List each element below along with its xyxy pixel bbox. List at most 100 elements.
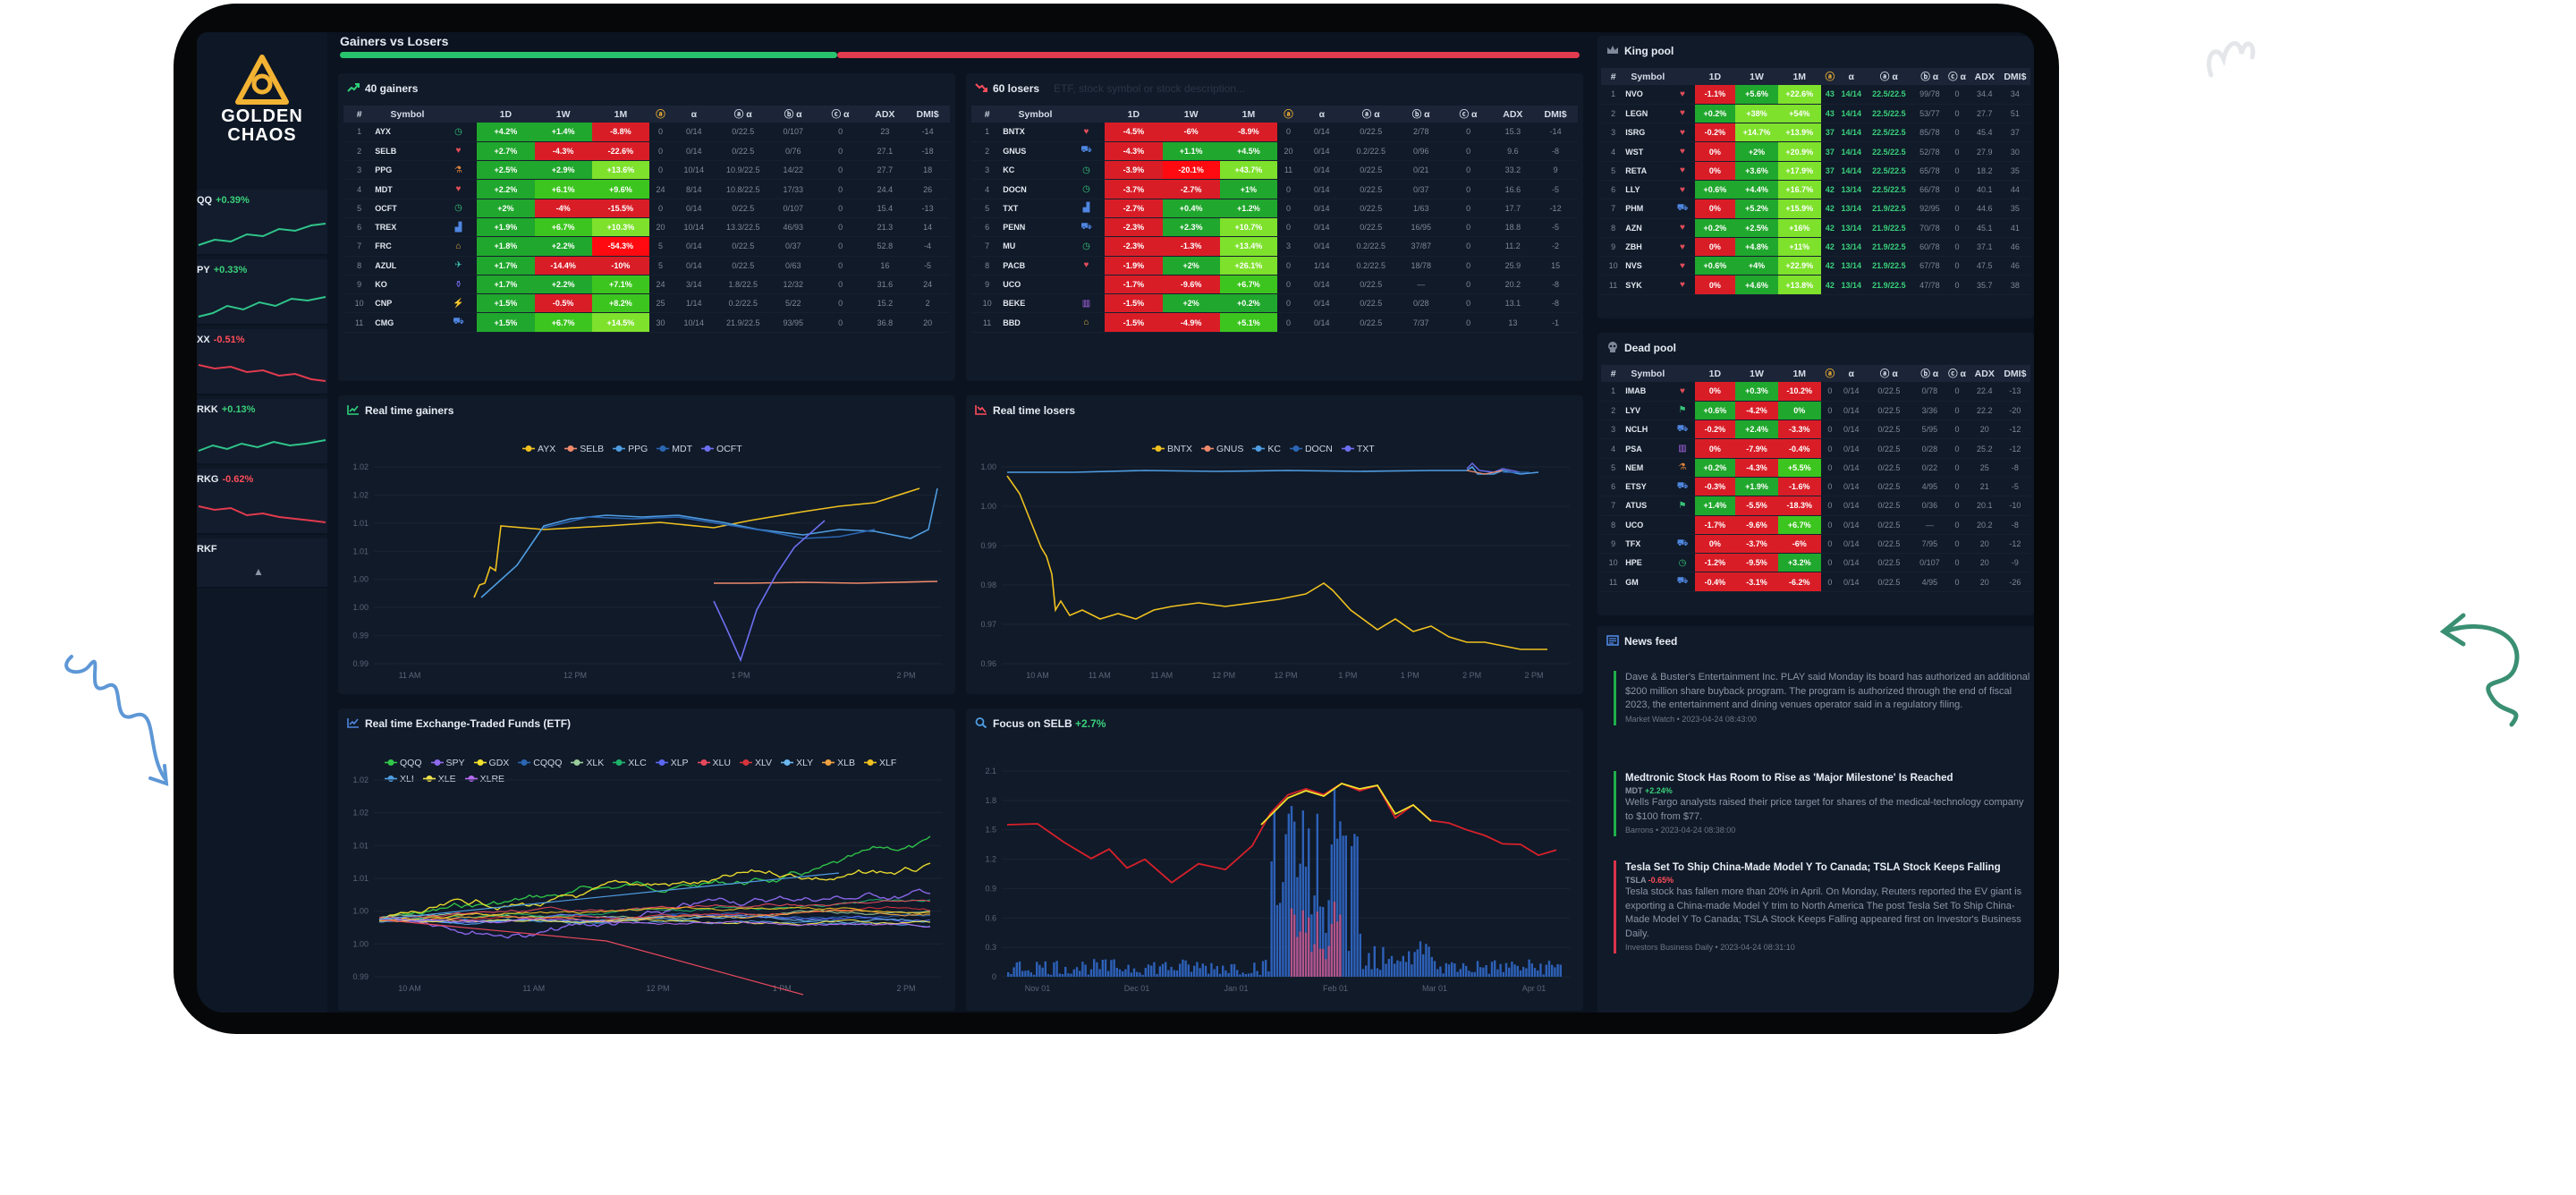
table-row[interactable]: 2 GNUS ⛟ -4.3% +1.1% +4.5% 20 0/14 0.2/22.5 0/96 0…: [971, 141, 1578, 162]
table-row[interactable]: 5 OCFT ◷ +2% -4% -15.5% 0 0/14 0/22.5 0/107 0 15.4-…: [343, 199, 950, 218]
column-header[interactable]: Symbol: [1003, 106, 1068, 123]
legend-item[interactable]: XLI: [385, 771, 414, 787]
column-header[interactable]: ⓐ α: [1343, 106, 1398, 123]
table-row[interactable]: 6 LLY ♥ +0.6% +4.4% +16.7% 42 13/14 22.5/22.5 66/…: [1601, 180, 2030, 200]
news-item[interactable]: Medtronic Stock Has Room to Rise as 'Maj…: [1614, 771, 2030, 836]
table-row[interactable]: 2 SELB ♥ +2.7% -4.3% -22.6% 0 0/14 0/22.5 0/76 0 27…: [343, 141, 950, 162]
legend-item[interactable]: XLU: [697, 755, 731, 771]
column-header[interactable]: α: [1299, 106, 1344, 123]
column-header[interactable]: ⓒ α: [1444, 106, 1493, 123]
legend-item[interactable]: XLV: [739, 755, 772, 771]
legend-item[interactable]: GNUS: [1201, 444, 1243, 454]
table-row[interactable]: 9 ZBH ♥ 0% +4.8% +11% 42 13/14 21.9/22.5 60/78 0 37…: [1601, 237, 2030, 258]
column-header[interactable]: #: [971, 106, 1004, 123]
legend-item[interactable]: OCFT: [701, 444, 742, 454]
column-header[interactable]: ⓐ α: [1863, 68, 1915, 85]
column-header[interactable]: ⓐ α: [1863, 365, 1915, 382]
table-row[interactable]: 11 SYK ♥ 0% +4.6% +13.8% 42 13/14 21.9/22.5 47/78…: [1601, 275, 2030, 295]
table-row[interactable]: 4 WST ♥ 0% +2% +20.9% 37 14/14 22.5/22.5 52/78 0 27…: [1601, 141, 2030, 162]
column-header[interactable]: #: [1601, 365, 1626, 382]
column-header[interactable]: #: [343, 106, 376, 123]
table-row[interactable]: 1 NVO ♥ -1.1% +5.6% +22.6% 43 14/14 22.5/22.5 99/…: [1601, 85, 2030, 105]
column-header[interactable]: 1W: [534, 106, 592, 123]
search-hint[interactable]: ETF, stock symbol or stock description..…: [1054, 82, 1246, 95]
column-header[interactable]: α: [671, 106, 716, 123]
news-item[interactable]: Tesla Set To Ship China-Made Model Y To …: [1614, 860, 2030, 953]
table-row[interactable]: 1 IMAB ♥ 0% +0.3% -10.2% 0 0/14 0/22.5 0/78 0 22.4-…: [1601, 382, 2030, 402]
table-row[interactable]: 7 ATUS ⚑ +1.4% -5.5% -18.3% 0 0/14 0/22.5 0/36 0 20…: [1601, 496, 2030, 516]
sidebar-ticker-3[interactable]: RKK +0.13%: [197, 399, 327, 465]
column-header[interactable]: ⓐ: [1277, 106, 1300, 123]
legend-item[interactable]: QQQ: [385, 755, 422, 771]
column-header[interactable]: ⓒ α: [1945, 365, 1970, 382]
table-row[interactable]: 5 TXT ▟ -2.7% +0.4% +1.2% 0 0/14 0/22.5 1/63 0 17.7…: [971, 199, 1578, 218]
column-header[interactable]: 1D: [1694, 68, 1736, 85]
column-header[interactable]: 1M: [1219, 106, 1278, 123]
table-row[interactable]: 1 AYX ◷ +4.2% +1.4% -8.8% 0 0/14 0/22.5 0/107 0 23-…: [343, 123, 950, 142]
table-row[interactable]: 3 NCLH ⛟ -0.2% +2.4% -3.3% 0 0/14 0/22.5 5/95 0 20-…: [1601, 420, 2030, 440]
column-header[interactable]: ⓒ α: [1945, 68, 1970, 85]
legend-item[interactable]: TXT: [1341, 444, 1375, 454]
column-header[interactable]: DMI$: [905, 106, 950, 123]
table-row[interactable]: 5 RETA ♥ 0% +3.6% +17.9% 37 14/14 22.5/22.5 65/78…: [1601, 161, 2030, 181]
column-header[interactable]: α: [1839, 68, 1864, 85]
legend-item[interactable]: XLRE: [464, 771, 504, 787]
news-symbol[interactable]: MDT: [1625, 786, 1645, 795]
legend-item[interactable]: XLF: [864, 755, 896, 771]
column-header[interactable]: Symbol: [1625, 365, 1671, 382]
legend-item[interactable]: XLK: [571, 755, 604, 771]
column-header[interactable]: ⓐ α: [716, 106, 770, 123]
table-row[interactable]: 3 PPG ⚗ +2.5% +2.9% +13.6% 0 10/14 10.9/22.5 14/2…: [343, 160, 950, 181]
table-row[interactable]: 8 AZN ♥ +0.2% +2.5% +16% 42 13/14 21.9/22.5 70/78…: [1601, 218, 2030, 238]
table-row[interactable]: 9 TFX ⛟ 0% -3.7% -6% 0 0/14 0/22.5 7/95 0 20 -12: [1601, 534, 2030, 555]
table-row[interactable]: 4 PSA ▥ 0% -7.9% -0.4% 0 0/14 0/22.5 0/28 0 25.2 -12: [1601, 438, 2030, 459]
sidebar-ticker-0[interactable]: QQ +0.39%: [197, 190, 327, 256]
column-header[interactable]: ⓐ: [1820, 68, 1840, 85]
legend-item[interactable]: MDT: [657, 444, 692, 454]
column-header[interactable]: ⓒ α: [816, 106, 865, 123]
column-header[interactable]: #: [1601, 68, 1626, 85]
sidebar-ticker-5[interactable]: RKF ▲: [197, 538, 327, 589]
column-header[interactable]: Symbol: [375, 106, 440, 123]
column-header[interactable]: 1D: [1694, 365, 1736, 382]
sidebar-ticker-4[interactable]: RKG -0.62%: [197, 469, 327, 535]
chevron-up-icon[interactable]: ▲: [253, 565, 264, 578]
sidebar-ticker-1[interactable]: PY +0.33%: [197, 259, 327, 326]
table-row[interactable]: 1 BNTX ♥ -4.5% -6% -8.9% 0 0/14 0/22.5 2/78 0 15.3-…: [971, 123, 1578, 142]
table-row[interactable]: 11 CMG ⛟ +1.5% +6.7% +14.5% 30 10/14 21.9/22.5 93…: [343, 312, 950, 333]
column-header[interactable]: 1D: [1105, 106, 1163, 123]
legend-item[interactable]: CQQQ: [518, 755, 562, 771]
column-header[interactable]: 1M: [1777, 68, 1821, 85]
table-row[interactable]: 8 UCO -1.7% -9.6% +6.7% 0 0/14 0/22.5—0 20.2 -8: [1601, 515, 2030, 535]
column-header[interactable]: ⓐ: [649, 106, 672, 123]
column-header[interactable]: 1D: [477, 106, 535, 123]
table-row[interactable]: 9 KO ⚱ +1.7% +2.2% +7.1% 24 3/14 1.8/22.5 12/32 0 3…: [343, 275, 950, 295]
column-header[interactable]: 1M: [591, 106, 650, 123]
legend-item[interactable]: BNTX: [1152, 444, 1192, 454]
table-row[interactable]: 11 BBD ⌂ -1.5% -4.9% +5.1% 0 0/14 0/22.5 7/37 0 13-…: [971, 312, 1578, 333]
column-header[interactable]: α: [1839, 365, 1864, 382]
column-header[interactable]: [1670, 68, 1695, 85]
column-header[interactable]: ⓑ α: [1914, 68, 1945, 85]
column-header[interactable]: 1W: [1735, 68, 1778, 85]
legend-item[interactable]: SPY: [430, 755, 465, 771]
table-row[interactable]: 10 HPE ◷ -1.2% -9.5% +3.2% 0 0/14 0/22.5 0/107 0 20…: [1601, 553, 2030, 573]
table-row[interactable]: 8 PACB ♥ -1.9% +2% +26.1% 0 1/14 0.2/22.5 18/78 0 2…: [971, 256, 1578, 275]
news-title[interactable]: Tesla Set To Ship China-Made Model Y To …: [1625, 862, 2001, 873]
column-header[interactable]: DMI$: [1999, 365, 2030, 382]
column-header[interactable]: 1M: [1777, 365, 1821, 382]
table-row[interactable]: 8 AZUL ✈ +1.7% -14.4% -10% 5 0/14 0/22.5 0/63 0 16-…: [343, 256, 950, 275]
legend-item[interactable]: AYX: [522, 444, 555, 454]
table-row[interactable]: 10 NVS ♥ +0.6% +4% +22.9% 42 13/14 21.9/22.5 67/7…: [1601, 256, 2030, 276]
column-header[interactable]: ADX: [1969, 68, 2000, 85]
table-row[interactable]: 4 DOCN ◷ -3.7% -2.7% +1% 0 0/14 0/22.5 0/37 0 16.6-…: [971, 179, 1578, 199]
column-header[interactable]: DMI$: [1999, 68, 2030, 85]
table-row[interactable]: 3 KC ◷ -3.9% -20.1% +43.7% 11 0/14 0/22.5 0/21 0 33…: [971, 160, 1578, 181]
sidebar-ticker-2[interactable]: XX -0.51%: [197, 329, 327, 395]
column-header[interactable]: [1670, 365, 1695, 382]
legend-item[interactable]: XLC: [613, 755, 647, 771]
column-header[interactable]: ADX: [864, 106, 906, 123]
table-row[interactable]: 7 PHM ⛟ 0% +5.2% +15.9% 42 13/14 21.9/22.5 92/95 0…: [1601, 199, 2030, 219]
legend-item[interactable]: KC: [1252, 444, 1281, 454]
column-header[interactable]: Symbol: [1625, 68, 1671, 85]
